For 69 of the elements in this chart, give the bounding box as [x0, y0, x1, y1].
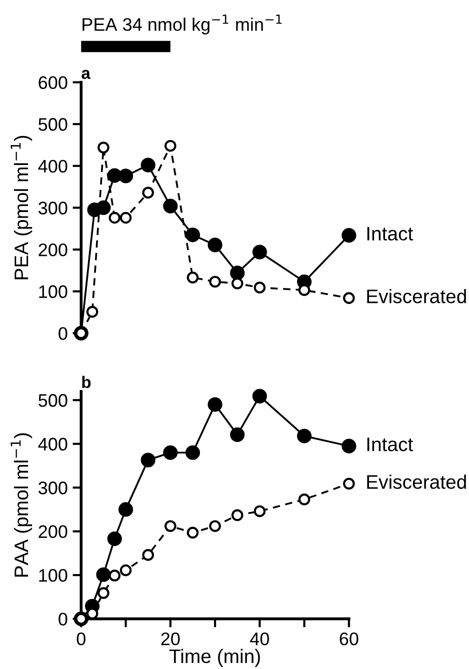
point [140, 452, 156, 468]
x-tick-label: 0 [76, 632, 86, 646]
y-axis-title: PAA (pmol ml$^{−1}$) [10, 433, 32, 577]
point [343, 478, 355, 490]
point [254, 282, 266, 294]
point [108, 212, 121, 224]
y-tick-label: 400 [38, 438, 68, 451]
point [86, 306, 98, 318]
point [342, 228, 356, 243]
y-tick-label: 400 [38, 160, 68, 173]
point [118, 168, 134, 184]
point [209, 276, 221, 288]
point [231, 278, 244, 290]
point [343, 292, 355, 304]
point [186, 526, 199, 539]
y-axis-title: PEA (pmol ml$^{−1}$) [10, 136, 32, 280]
point [96, 200, 111, 216]
point [118, 502, 134, 517]
y-tick-label: 300 [38, 202, 68, 214]
y-tick-label: 200 [38, 525, 68, 538]
point [297, 428, 312, 444]
chart-title: b [82, 376, 91, 388]
point [252, 244, 267, 260]
point [164, 520, 176, 532]
y-tick-label: 600 [38, 76, 68, 90]
point [208, 397, 222, 412]
x-tick-label: 60 [340, 632, 358, 646]
point [163, 445, 178, 460]
text: PEA 34 nmol kg$^{−1}$ min$^{−1}$ [82, 14, 282, 34]
point [120, 212, 132, 224]
point [252, 388, 267, 404]
y-tick-label: 100 [39, 569, 68, 582]
point [231, 509, 244, 522]
point [254, 505, 266, 518]
point [208, 238, 222, 252]
chart-title: a [82, 70, 91, 79]
point [140, 158, 156, 172]
y-tick-label: 300 [38, 482, 68, 494]
point [298, 494, 310, 506]
point [142, 549, 154, 561]
point [230, 266, 245, 280]
series-label: Eviscerated [367, 474, 466, 489]
y-tick-label: 0 [58, 327, 68, 340]
series-label: Intact [367, 226, 414, 241]
point [185, 445, 200, 460]
y-tick-label: 200 [38, 243, 68, 256]
point [186, 272, 199, 284]
y-tick-label: 500 [38, 394, 68, 407]
point [164, 140, 176, 152]
point [342, 438, 356, 454]
point [98, 142, 110, 154]
series-label: Eviscerated [367, 288, 466, 304]
y-tick-label: 500 [38, 118, 68, 131]
point [142, 186, 154, 199]
point [108, 570, 121, 582]
x-tick-label: 20 [161, 632, 180, 646]
point [120, 564, 132, 576]
point [230, 427, 245, 442]
point [185, 228, 200, 242]
x-axis-title: Time (min) [169, 648, 260, 667]
series-label: Intact [367, 438, 414, 452]
x-tick-label: 40 [250, 632, 270, 646]
point [163, 198, 178, 214]
point [209, 520, 221, 532]
point [96, 567, 111, 582]
point [107, 531, 122, 546]
y-tick-label: 100 [39, 285, 68, 298]
point [98, 587, 110, 599]
y-tick-label: 0 [58, 612, 68, 626]
